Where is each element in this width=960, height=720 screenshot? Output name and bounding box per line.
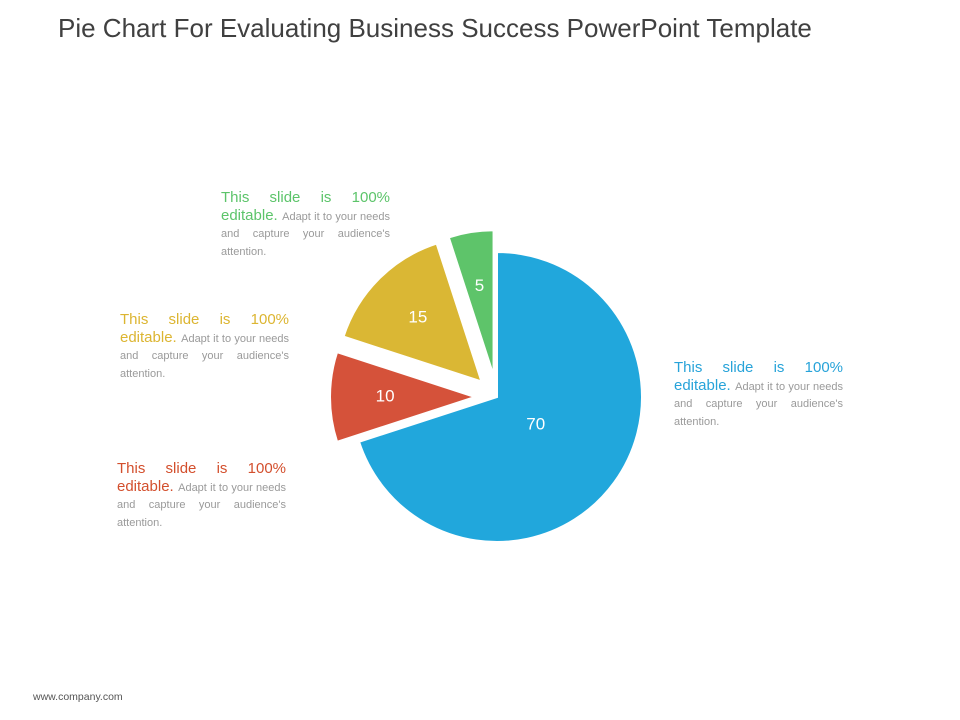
pie-label-70: 70 xyxy=(526,415,545,434)
callout-blue: This slide is 100% editable. Adapt it to… xyxy=(674,359,843,429)
pie-label-5: 5 xyxy=(475,276,484,295)
pie-slice-15 xyxy=(342,242,484,384)
pie-label-15: 15 xyxy=(408,307,427,326)
callout-green-headline: This slide is 100% editable. xyxy=(221,189,390,224)
callout-green-body: Adapt it to your needs and capture your … xyxy=(221,210,390,258)
callout-blue-body: Adapt it to your needs and capture your … xyxy=(674,380,843,428)
footer-url: www.company.com xyxy=(33,691,123,703)
callout-red: This slide is 100% editable. Adapt it to… xyxy=(117,460,286,530)
callout-green: This slide is 100% editable. Adapt it to… xyxy=(221,189,390,259)
pie-slice-5 xyxy=(447,229,495,376)
callout-blue-headline: This slide is 100% editable. xyxy=(674,359,843,394)
page-title: Pie Chart For Evaluating Business Succes… xyxy=(58,13,812,43)
callout-yellow: This slide is 100% editable. Adapt it to… xyxy=(120,311,289,381)
pie-slice-10 xyxy=(329,350,479,444)
callout-yellow-headline: This slide is 100% editable. xyxy=(120,311,289,346)
callout-red-body: Adapt it to your needs and capture your … xyxy=(117,481,286,529)
pie-label-10: 10 xyxy=(376,386,395,405)
pie-slice-70 xyxy=(357,250,643,543)
callout-red-headline: This slide is 100% editable. xyxy=(117,460,286,495)
callout-yellow-body: Adapt it to your needs and capture your … xyxy=(120,332,289,380)
